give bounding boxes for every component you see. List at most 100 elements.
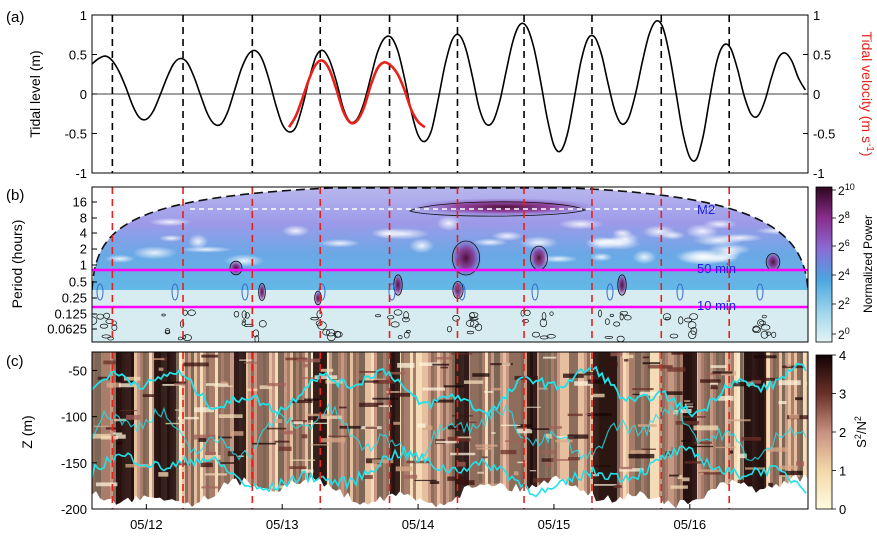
seafloor-mask (92, 474, 808, 509)
shear-stripe (179, 352, 182, 509)
shear-stripe (224, 352, 227, 509)
a-y2tick-label-2: 0 (813, 87, 820, 102)
shear-stripe (710, 352, 713, 509)
shear-stripe (281, 352, 284, 509)
noise-contour (688, 330, 697, 340)
shear-blotch (309, 444, 331, 446)
annotation-10min: 10 min (697, 298, 736, 313)
shear-stripe (110, 352, 113, 509)
c-ytick-label-0: -50 (68, 363, 87, 378)
noise-contour (539, 335, 549, 340)
shear-blotch (574, 381, 591, 386)
shear-stripe (302, 352, 305, 509)
shear-blotch (244, 362, 260, 364)
noise-contour (390, 321, 400, 328)
shear-stripe (491, 352, 494, 509)
blue-contour (241, 283, 249, 301)
wavelet-light-patch (675, 248, 731, 265)
a-ytick-label-0: -1 (75, 166, 87, 181)
shear-stripe (446, 352, 449, 509)
shear-stripe (620, 352, 623, 509)
a-y2tick-label-1: -0.5 (813, 127, 835, 142)
shear-stripe (218, 352, 221, 509)
b-ytick-label-5: 0.5 (69, 275, 87, 290)
shear-blotch (490, 387, 502, 391)
shear-blotch (205, 383, 229, 386)
shear-blotch (609, 362, 618, 367)
shear-blotch (532, 477, 556, 483)
noise-contour (393, 309, 403, 316)
shear-blotch (543, 356, 557, 359)
shear-stripe (329, 352, 332, 509)
shear-stripe (293, 352, 296, 509)
b-ytick-label-1: 8 (80, 211, 87, 226)
noise-contour (387, 315, 395, 320)
shear-blotch (432, 363, 450, 366)
shear-blotch (455, 480, 475, 485)
shear-stripe (473, 352, 476, 509)
shear-blotch (686, 404, 695, 407)
shear-stripe (485, 352, 488, 509)
a-y2tick-label-3: 0.5 (813, 48, 831, 63)
wavelet-light-patch (131, 246, 178, 260)
shear-blotch (484, 391, 494, 393)
shear-blotch (433, 399, 454, 403)
shear-stripe (617, 352, 620, 509)
shear-blotch (457, 461, 466, 467)
shear-blotch (728, 419, 751, 422)
shear-blotch (339, 425, 362, 429)
shear-stripe (554, 352, 557, 509)
shear-blotch (555, 439, 573, 443)
wavelet-light-patch (519, 236, 558, 250)
shear-blotch (301, 469, 314, 473)
shear-blotch (751, 380, 762, 384)
shear-stripe (428, 352, 431, 509)
shear-blotch (642, 356, 650, 359)
shear-blotch (630, 450, 646, 454)
shear-blotch (500, 449, 517, 455)
shear-blotch (290, 459, 316, 461)
shear-blotch (106, 382, 121, 388)
shear-blotch (463, 380, 484, 384)
noise-contour (604, 336, 614, 339)
shear-stripe (332, 352, 335, 509)
noise-contour (258, 320, 267, 328)
blue-contour (458, 283, 466, 301)
shear-blotch (540, 450, 557, 454)
cb-b-tick-label-3: 24 (838, 267, 850, 283)
shear-blotch (782, 365, 804, 369)
shear-blotch (158, 367, 164, 371)
shear-stripe (197, 352, 200, 509)
shear-blotch (805, 381, 808, 386)
shear-blotch (113, 432, 123, 435)
shear-blotch (386, 391, 400, 393)
shear-stripe (191, 352, 194, 509)
shear-stripe (107, 352, 110, 509)
shear-blotch (490, 362, 513, 366)
shear-stripe (404, 352, 407, 509)
shear-stripe (206, 352, 209, 509)
shear-stripe (134, 352, 137, 509)
shear-blotch (796, 461, 805, 467)
wavelet-light-patch (659, 230, 686, 240)
shear-blotch (537, 387, 548, 390)
shear-stripe (407, 352, 410, 509)
shear-stripe (152, 352, 155, 509)
blue-contour (531, 283, 539, 301)
shear-stripe (356, 352, 359, 509)
blue-contour (171, 283, 179, 301)
shear-stripe (221, 352, 224, 509)
panel-label-c: (c) (6, 353, 24, 370)
shear-blotch (371, 459, 394, 464)
shear-stripe (410, 352, 413, 509)
shear-blotch (739, 453, 747, 459)
noise-contour (177, 336, 183, 341)
shear-blotch (683, 416, 707, 418)
shear-blotch (305, 413, 331, 417)
shear-stripe (266, 352, 269, 509)
shear-stripe (338, 352, 341, 509)
noise-contour (522, 319, 529, 324)
power-hotspot-5 (617, 273, 627, 297)
shear-blotch (610, 352, 622, 357)
